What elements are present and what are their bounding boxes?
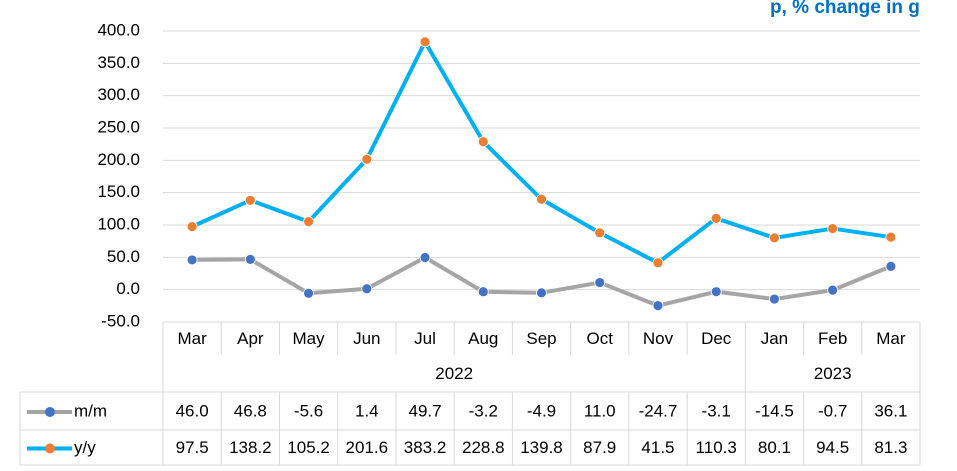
- point: [652, 300, 664, 312]
- data-label: -14.5: [755, 401, 794, 420]
- data-label: -3.1: [702, 401, 731, 420]
- data-label: 46.0: [176, 401, 209, 420]
- point: [885, 260, 897, 272]
- x-tick-label: Jan: [761, 329, 788, 348]
- data-label: -5.6: [294, 401, 323, 420]
- point: [303, 287, 314, 299]
- data-label: 87.9: [583, 438, 616, 457]
- data-label: 139.8: [520, 438, 563, 457]
- point: [419, 252, 431, 263]
- point: [827, 284, 839, 296]
- point: [769, 232, 780, 244]
- data-label: 383.2: [404, 438, 447, 457]
- point: [303, 216, 314, 228]
- x-tick-label: Jul: [414, 329, 436, 348]
- data-label: 81.3: [874, 438, 907, 457]
- y-tick-label: 400.0: [97, 20, 140, 39]
- legend-label: m/m: [74, 401, 107, 420]
- data-label: -24.7: [639, 401, 678, 420]
- x-tick-label: Aug: [468, 329, 498, 348]
- data-label: 36.1: [874, 401, 907, 420]
- data-label: 80.1: [758, 438, 791, 457]
- y-tick-label: 150.0: [97, 182, 140, 201]
- x-tick-label: Apr: [237, 329, 264, 348]
- point: [536, 193, 547, 205]
- x-tick-label: Jun: [353, 329, 380, 348]
- y-tick-label: 0.0: [116, 279, 140, 298]
- data-label: 105.2: [287, 438, 330, 457]
- data-label: -0.7: [818, 401, 847, 420]
- point: [477, 136, 489, 148]
- data-label: 110.3: [696, 438, 737, 457]
- point: [244, 194, 256, 206]
- chart-title: p, % change in g: [770, 0, 920, 18]
- data-label: 41.5: [641, 438, 674, 457]
- point: [885, 231, 897, 243]
- data-label: -3.2: [469, 401, 498, 420]
- y-tick-label: -50.0: [101, 311, 140, 330]
- point: [710, 286, 722, 298]
- y-tick-label: 350.0: [97, 53, 140, 72]
- x-tick-label: Oct: [587, 329, 614, 348]
- point: [361, 283, 373, 295]
- legend-marker: [45, 443, 55, 454]
- point: [769, 293, 780, 305]
- y-tick-label: 300.0: [97, 85, 140, 104]
- point: [710, 212, 722, 224]
- y-tick-label: 100.0: [97, 214, 140, 233]
- data-label: 94.5: [816, 438, 849, 457]
- x-tick-label: Nov: [643, 329, 674, 348]
- y-tick-label: 200.0: [97, 150, 140, 169]
- y-tick-label: 50.0: [107, 247, 140, 266]
- x-tick-label: Feb: [818, 329, 847, 348]
- data-label: 1.4: [355, 401, 379, 420]
- data-label: 138.2: [229, 438, 272, 457]
- group-label: 2022: [435, 364, 473, 383]
- point: [477, 286, 489, 298]
- data-label: 49.7: [408, 401, 441, 420]
- point: [419, 36, 431, 48]
- x-tick-label: Sep: [526, 329, 556, 348]
- point: [827, 223, 839, 234]
- x-tick-label: May: [293, 329, 326, 348]
- point: [536, 287, 547, 299]
- point: [594, 277, 606, 288]
- point: [186, 221, 198, 233]
- point: [186, 254, 198, 266]
- data-label: 228.8: [462, 438, 505, 457]
- point: [594, 227, 606, 239]
- legend-marker: [45, 407, 55, 417]
- point: [652, 257, 664, 269]
- data-label: 11.0: [584, 401, 616, 420]
- y-tick-label: 250.0: [97, 117, 140, 136]
- point: [361, 153, 373, 165]
- legend-label: y/y: [74, 438, 96, 457]
- data-label: 97.5: [176, 438, 209, 457]
- x-tick-label: Mar: [177, 329, 207, 348]
- data-label: -4.9: [527, 401, 556, 420]
- data-label: 201.6: [346, 438, 389, 457]
- x-tick-label: Mar: [876, 329, 906, 348]
- data-label: 46.8: [234, 401, 267, 420]
- x-tick-label: Dec: [701, 329, 732, 348]
- point: [244, 254, 256, 265]
- group-label: 2023: [814, 364, 852, 383]
